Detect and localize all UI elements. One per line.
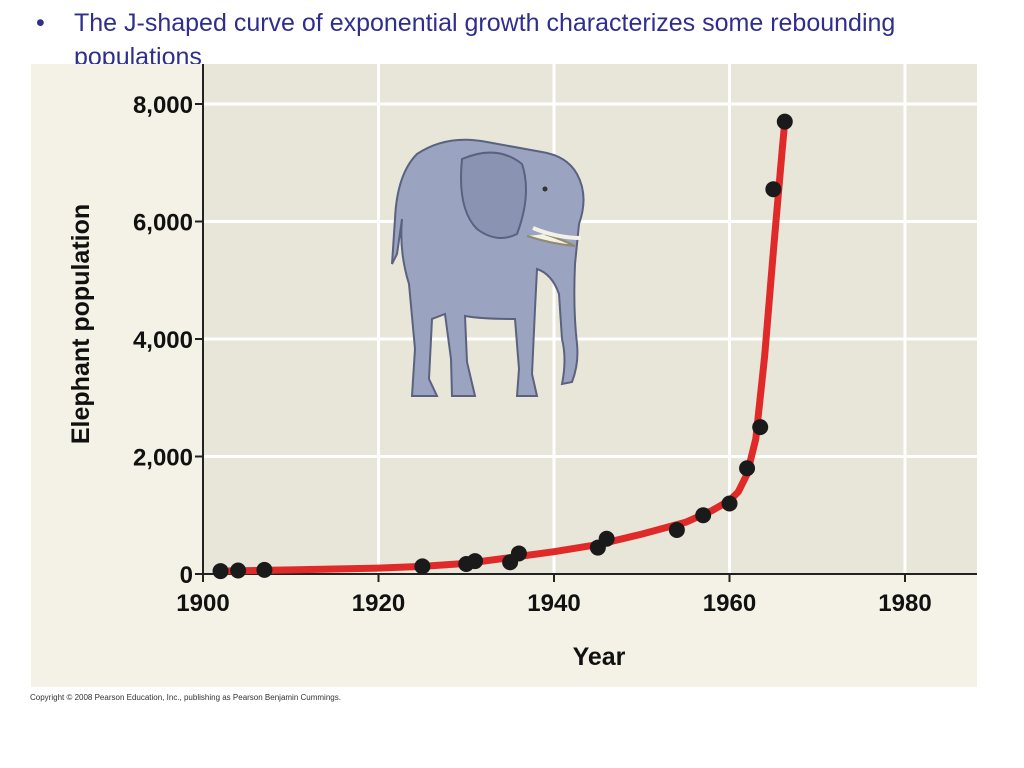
elephant-illustration — [391, 138, 585, 397]
data-point — [510, 545, 527, 562]
y-tick-label: 6,000 — [133, 210, 193, 237]
y-tick-label: 4,000 — [133, 327, 193, 354]
y-tick-label: 8,000 — [133, 92, 193, 119]
x-tick-label: 1980 — [878, 590, 931, 617]
data-point — [467, 553, 484, 570]
elephant-population-chart: 0 2,000 4,000 6,000 8,000 1900 1920 1940 1960 198… — [67, 64, 977, 671]
data-point — [256, 561, 273, 578]
x-tick-label: 1920 — [352, 590, 405, 617]
data-point — [212, 563, 229, 580]
x-tick-label: 1940 — [527, 590, 580, 617]
data-points — [212, 113, 793, 580]
chart-panel: 0 2,000 4,000 6,000 8,000 1900 1920 1940 1960 198… — [31, 64, 977, 687]
data-point — [230, 562, 247, 579]
data-point — [739, 460, 756, 477]
data-point — [695, 507, 712, 524]
x-tick-label: 1900 — [176, 590, 229, 617]
y-tick-label: 2,000 — [133, 445, 193, 472]
grid-lines — [203, 64, 977, 574]
x-tick-label: 1960 — [703, 590, 756, 617]
bullet-symbol: • — [36, 9, 45, 37]
data-point — [765, 181, 782, 198]
data-point — [598, 530, 615, 547]
data-point — [776, 113, 793, 130]
y-tick-label: 0 — [180, 562, 193, 589]
copyright-notice: Copyright © 2008 Pearson Education, Inc.… — [30, 693, 341, 702]
x-axis-label: Year — [573, 643, 626, 671]
data-point — [721, 495, 738, 512]
data-point — [414, 558, 431, 575]
axes: 0 2,000 4,000 6,000 8,000 1900 1920 1940 1960 198… — [133, 64, 977, 617]
y-axis-label: Elephant population — [67, 204, 95, 444]
data-point — [668, 521, 685, 538]
plot-area — [203, 64, 977, 574]
data-point — [752, 419, 769, 436]
